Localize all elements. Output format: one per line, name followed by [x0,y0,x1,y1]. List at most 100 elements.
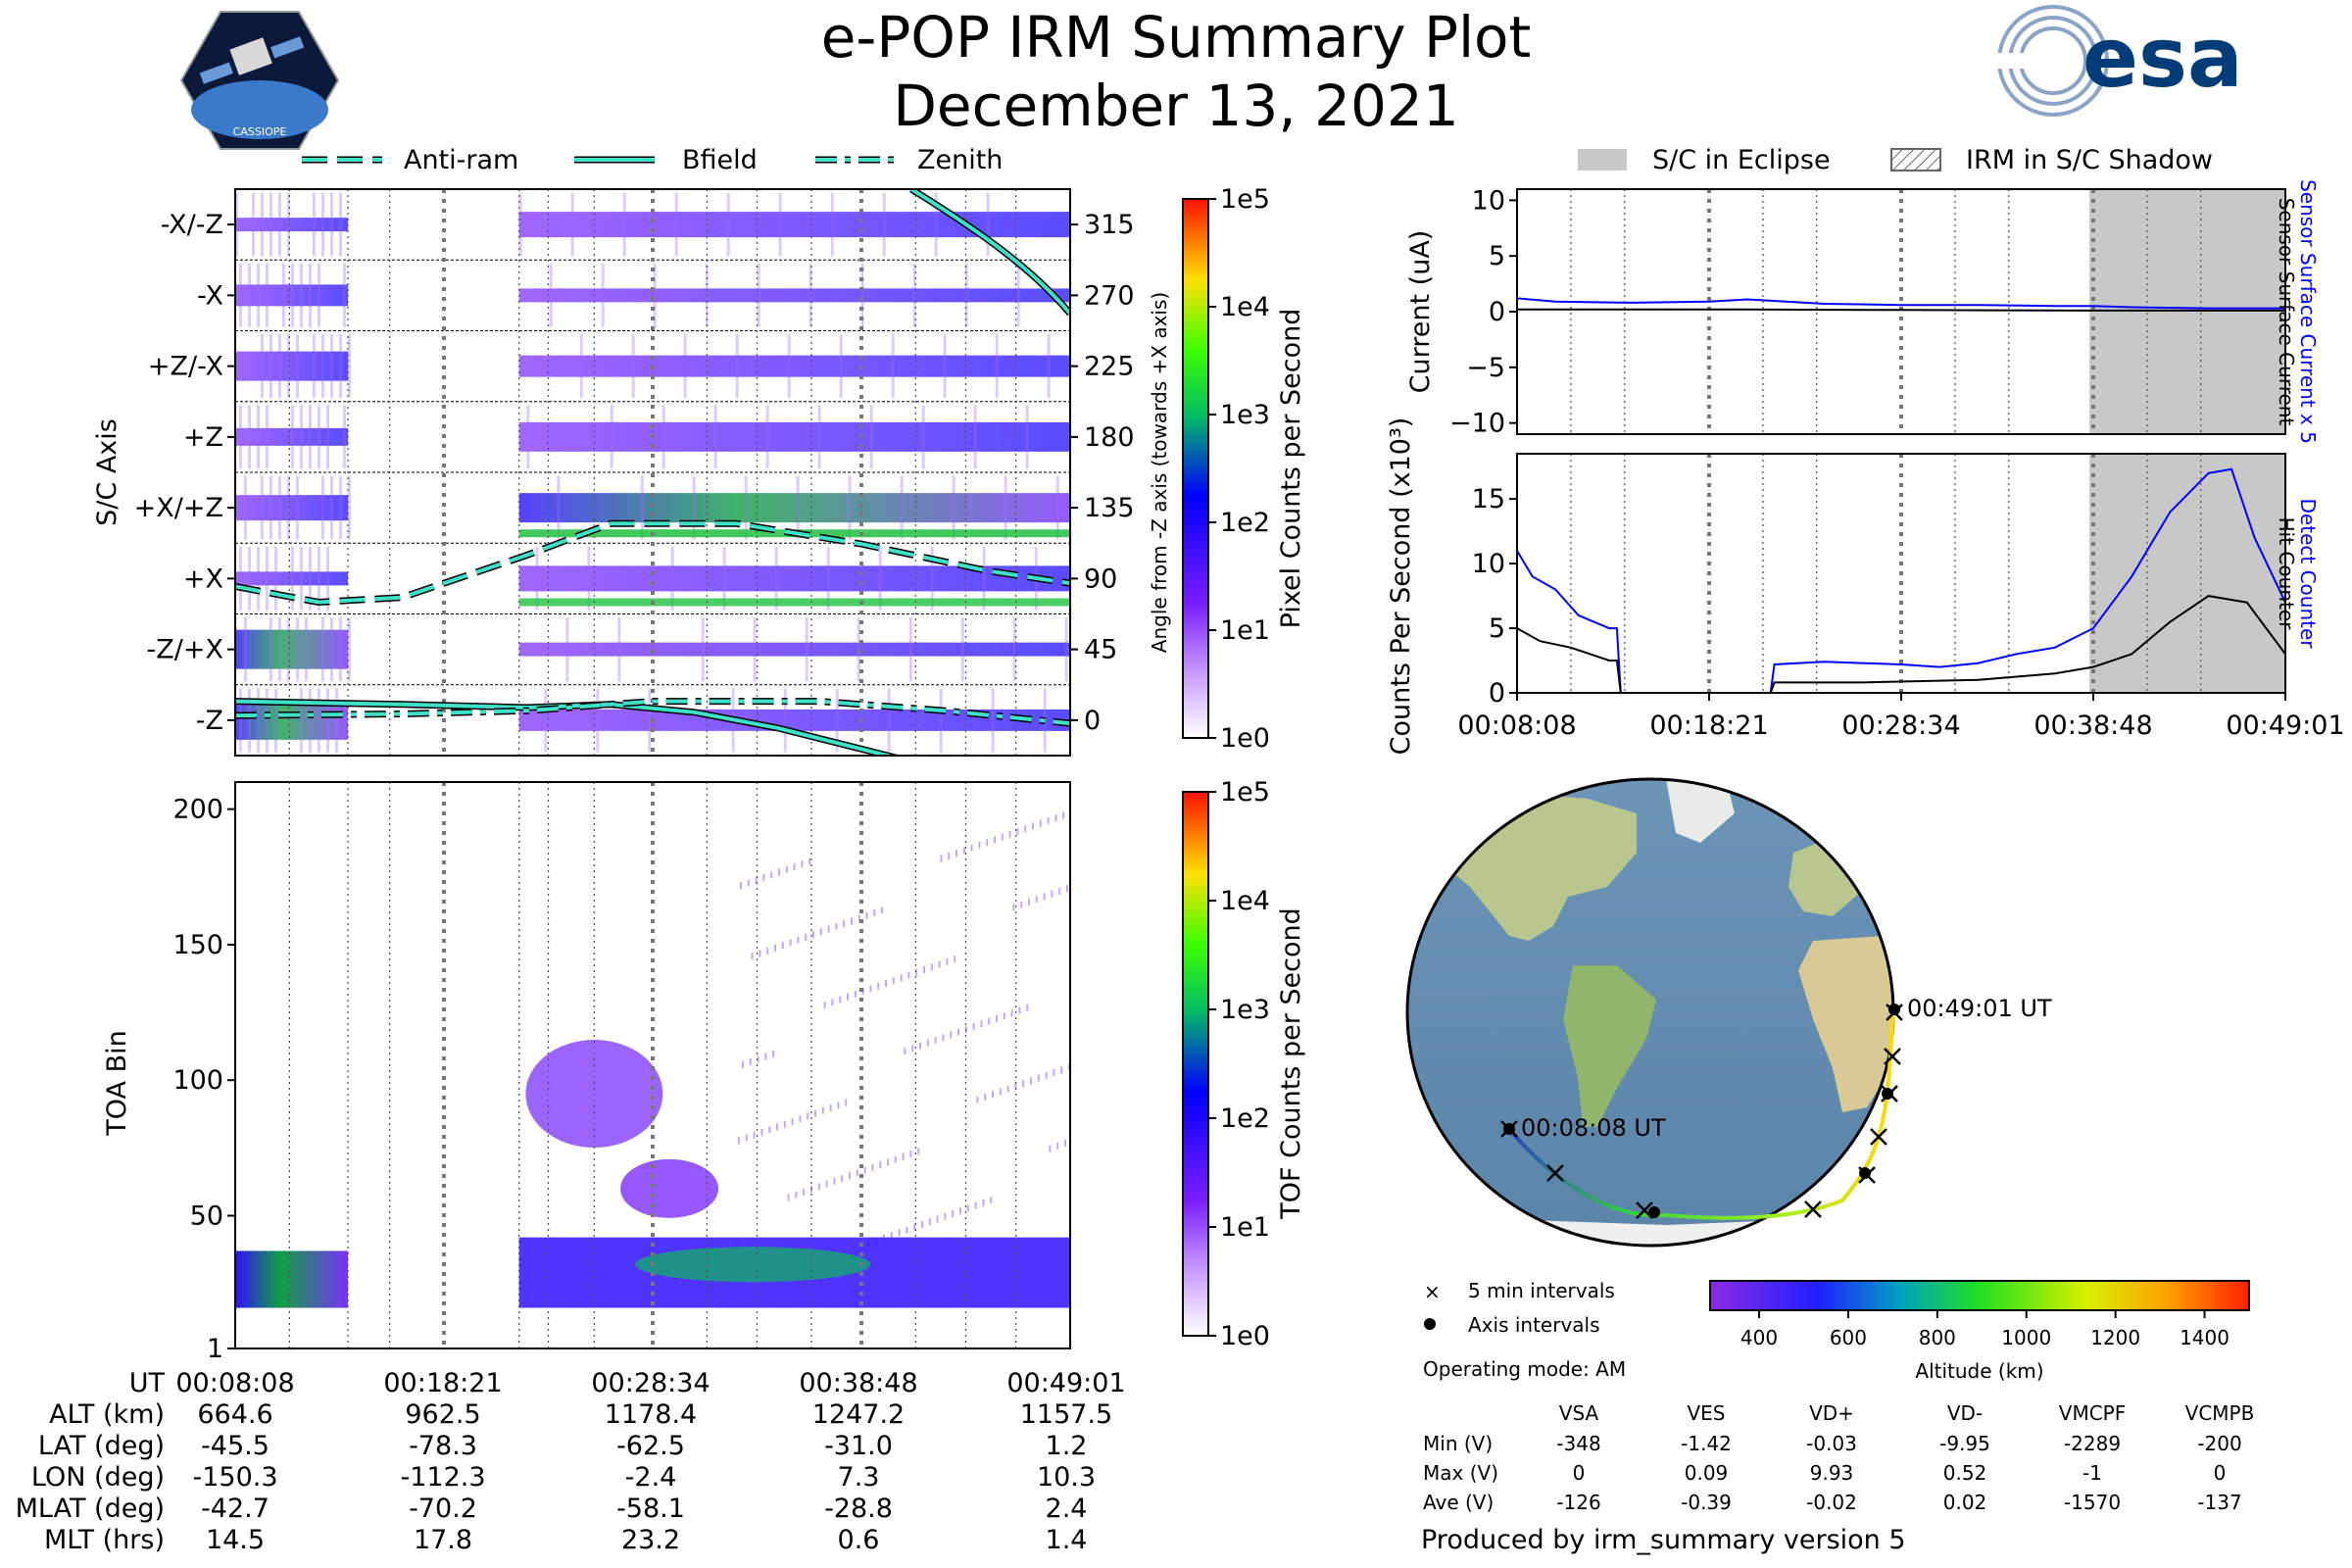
tof-speckle [823,1002,826,1009]
altitude-tick-label: 400 [1740,1326,1778,1349]
orbit-row-label: LAT (deg) [38,1431,165,1461]
curve-zenith [235,699,1070,726]
counts-ytick-label: 5 [1489,613,1505,644]
pixel-speckle [281,263,285,327]
tof-speckle [909,1151,912,1158]
tof-speckle [957,1028,959,1036]
pixel-speckle [304,617,308,682]
tof-speckle [1047,816,1050,824]
counts-xtick-label: 00:08:08 [1457,710,1576,741]
voltage-cell: -1 [2082,1461,2102,1485]
counts-axis-ticks: 15 10 5 0 [1472,484,1517,709]
pixel-speckle [753,617,757,682]
counts-vlines [1570,454,2202,693]
tof-speckle [833,1177,836,1185]
axis-interval-marker [1859,1167,1871,1179]
orbit-cell: -150.3 [192,1462,277,1493]
pixel-speckle [273,688,277,753]
voltage-row-label: Ave (V) [1423,1491,1494,1514]
pixel-band-row-1 [518,288,1070,303]
pixel-speckle [722,546,726,611]
voltage-cell: -137 [2197,1491,2241,1514]
pixel-speckle [320,192,324,257]
tof-speckle [952,1209,955,1217]
curve-bfield-wrap [909,189,1070,316]
pixel-y2tick-label: 180 [1084,422,1135,453]
pixel-speckle [247,688,251,753]
colorbar-tick-label: 1e0 [1220,1321,1270,1351]
pixel-speckle [269,192,272,257]
orbit-cell: 00:08:08 [175,1368,294,1398]
pixel-speckle [744,475,748,540]
pixel-speckle [260,475,264,540]
pixel-speckle [934,192,938,257]
orbit-track [1507,1008,1895,1220]
pixel-speckle [266,263,269,327]
esa-logo: esa [1994,5,2243,117]
tof-speckle [940,855,943,862]
tof-speckle [1053,1069,1055,1077]
tof-speckle [827,925,830,933]
tof-speckle [911,1045,914,1053]
orbit-cell: 1.2 [1046,1431,1088,1461]
legend-left: Anti-ram Bfield Zenith [302,145,1003,175]
tof-speckle [814,1109,816,1117]
tof-speckle [950,1031,953,1039]
pixel-angle-curves [235,189,1070,756]
altitude-colorbar-ticks: 400 600 800 1000 1200 1400 [1740,1310,2230,1349]
tof-speckle [787,1194,790,1201]
orbit-cell: -62.5 [616,1431,685,1461]
legend-right: S/C in Eclipse IRM in S/C Shadow [1578,145,2213,175]
altitude-colorbar-label: Altitude (km) [1915,1359,2043,1383]
tof-speckle [956,850,957,858]
current-ylabel: Current (uA) [1405,230,1436,394]
tof-speckle [817,1183,820,1191]
tof-speckle [768,1126,771,1134]
counts-right-label-1: Detect Counter [2296,499,2320,650]
pixel-speckle [265,405,269,469]
pixel-speckle [908,617,912,682]
pixel-speckle [308,405,312,469]
orbit-cell: 14.5 [206,1525,265,1555]
tof-speckle [753,1131,756,1139]
tof-speckle [869,985,872,993]
pixel-speckle [251,192,255,257]
tof-speckle [845,1099,848,1106]
pixel-speckle [787,334,791,399]
pixel-band-green [518,598,1070,607]
current-lines [1516,297,2285,312]
pixel-speckle [329,334,333,399]
tof-speckle [759,950,761,957]
orbit-cell: -112.3 [400,1462,485,1493]
tof-speckle [902,1152,905,1160]
pixel-ytick-label: +X/+Z [134,493,223,523]
altitude-tick-label: 800 [1919,1326,1956,1349]
legend-dot-label: Axis intervals [1468,1313,1600,1337]
tof-speckle [982,1199,985,1206]
tof-speckle [835,922,838,930]
counts-ylabel: Counts Per Second (x10³) [1386,417,1416,756]
pixel-speckle [830,192,834,257]
pixel-speckle [235,192,238,257]
pixel-speckle [808,263,812,327]
pixel-y2tick-label: 270 [1084,280,1135,311]
pixel-speckle [817,405,821,469]
pixel-speckle [570,192,574,257]
tof-heatmap-vlines [288,782,1017,1348]
pixel-speckle [318,263,320,327]
five-min-marker [1804,1200,1822,1218]
axis-interval-marker [1882,1088,1893,1100]
tof-speckle [1018,1006,1021,1014]
tof-speckle [942,1034,945,1042]
pixel-speckle [317,546,320,611]
colorbar-tick-label: 1e5 [1220,184,1270,215]
pixel-colorbar-ticks: 1e5 1e4 1e3 1e2 1e1 1e0 [1208,184,1270,754]
pixel-speckle [256,263,260,327]
tof-speckle [841,1175,844,1183]
tof-speckle [764,1053,767,1060]
pixel-speckle [256,405,260,469]
pixel-speckle [526,405,530,469]
tof-ylabel: TOA Bin [102,1030,132,1136]
tof-speckle [1028,898,1030,906]
counts-xtick-label: 00:28:34 [1841,710,1960,741]
